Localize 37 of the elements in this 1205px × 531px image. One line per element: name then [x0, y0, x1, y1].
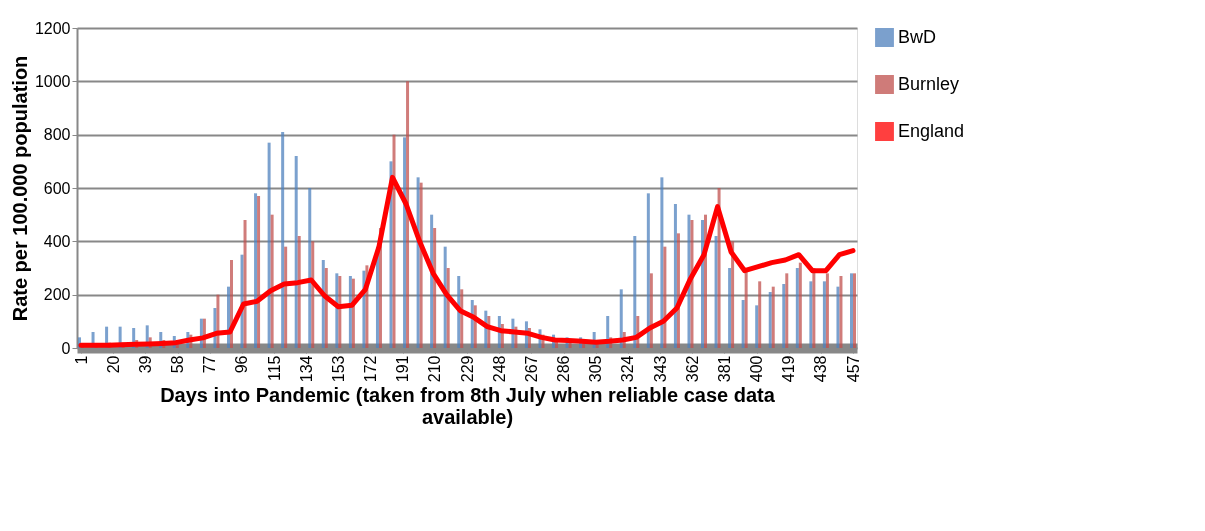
legend-label: Burnley: [898, 73, 960, 94]
x-tick-label: 324: [619, 355, 637, 383]
legend-label: England: [898, 120, 965, 141]
x-tick-label: 381: [715, 355, 733, 383]
y-tick-label: 400: [43, 232, 71, 250]
x-tick-label: 343: [651, 355, 669, 383]
x-tick-label: 39: [136, 355, 154, 374]
x-tick-label: 362: [683, 355, 701, 383]
y-tick-label: 1000: [34, 72, 71, 90]
y-tick-label: 0: [61, 339, 71, 357]
x-tick-label: 115: [265, 355, 283, 382]
legend-label: BwD: [898, 26, 937, 47]
y-axis-title: Rate per 100.000 population: [8, 55, 31, 322]
x-tick-label: 267: [522, 355, 540, 383]
x-axis-title: Days into Pandemic (taken from 8th July when reliable case data available): [160, 384, 776, 429]
x-tick-label: 134: [297, 355, 315, 383]
x-tick-label: 419: [780, 355, 798, 383]
x-tick-label: 438: [812, 355, 830, 383]
x-tick-label: 248: [490, 355, 508, 383]
y-tick-label: 200: [43, 286, 71, 304]
x-tick-label: 1: [72, 355, 90, 365]
x-tick-label: 305: [587, 355, 605, 383]
y-tick-label: 600: [43, 179, 71, 197]
x-tick-label: 400: [748, 355, 765, 383]
x-tick-label: 191: [394, 355, 412, 383]
x-tick-label: 210: [426, 355, 444, 383]
x-tick-label: 58: [169, 355, 186, 374]
x-tick-label: 20: [104, 355, 122, 374]
x-tick-label: 286: [555, 355, 572, 383]
x-tick-label: 229: [458, 355, 476, 383]
y-tick-label: 1200: [34, 19, 71, 37]
x-tick-label: 172: [362, 355, 379, 383]
x-tick-label: 153: [329, 355, 347, 383]
x-tick-label: 457: [844, 355, 862, 383]
x-tick-label: 77: [201, 355, 219, 374]
y-tick-label: 800: [43, 126, 71, 144]
x-tick-label: 96: [233, 355, 251, 374]
